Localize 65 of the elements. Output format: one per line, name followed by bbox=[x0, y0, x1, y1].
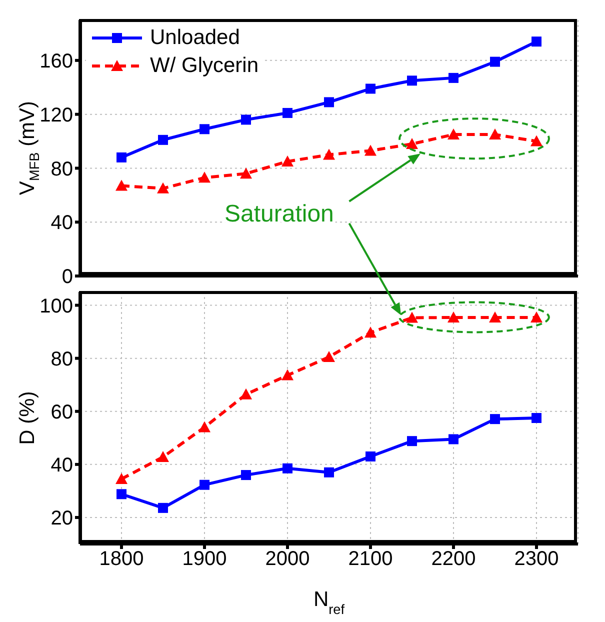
x-axis-title: N$_{ref}$ bbox=[313, 588, 345, 616]
point bbox=[116, 180, 128, 191]
legend-label: W/ Glycerin bbox=[150, 54, 259, 78]
y-tick-label: 40 bbox=[50, 212, 73, 234]
point bbox=[530, 135, 542, 146]
point bbox=[198, 172, 210, 183]
point bbox=[366, 84, 376, 94]
point bbox=[241, 470, 251, 480]
point bbox=[407, 436, 417, 446]
x-tick-label: 2000 bbox=[265, 548, 310, 570]
point bbox=[448, 311, 460, 322]
point bbox=[240, 388, 252, 400]
point bbox=[116, 489, 126, 500]
point bbox=[364, 144, 376, 156]
point bbox=[489, 128, 501, 140]
point bbox=[490, 56, 500, 67]
point bbox=[532, 413, 542, 423]
y-tick-label: 100 bbox=[40, 295, 73, 318]
y-tick-label: 40 bbox=[50, 454, 73, 477]
point bbox=[406, 312, 418, 323]
y-tick-label: 60 bbox=[50, 401, 73, 424]
x-tick-label: 2100 bbox=[348, 548, 393, 570]
y-tick-label: 160 bbox=[40, 50, 73, 73]
point bbox=[448, 128, 460, 140]
point bbox=[241, 114, 251, 125]
point bbox=[200, 124, 210, 134]
x-tick-label: 1900 bbox=[182, 548, 227, 570]
point bbox=[200, 480, 210, 490]
point bbox=[240, 168, 252, 179]
point bbox=[366, 451, 376, 462]
y-axis-title: D (%) bbox=[16, 391, 39, 445]
point bbox=[532, 36, 542, 47]
point bbox=[158, 134, 168, 145]
x-tick-label: 2300 bbox=[514, 548, 559, 570]
point bbox=[530, 311, 542, 322]
point bbox=[198, 421, 210, 432]
point bbox=[282, 155, 294, 166]
point bbox=[282, 369, 294, 380]
point bbox=[282, 463, 292, 474]
x-tick-label: 2200 bbox=[431, 548, 476, 570]
point bbox=[116, 473, 128, 484]
point bbox=[324, 97, 334, 108]
point bbox=[490, 414, 500, 424]
y-tick-label: 80 bbox=[50, 348, 73, 370]
y-tick-label: 20 bbox=[50, 508, 73, 530]
y-tick-label: 120 bbox=[40, 104, 73, 126]
point bbox=[324, 467, 334, 478]
point bbox=[448, 72, 458, 83]
y-tick-label: 80 bbox=[50, 158, 73, 180]
annotation: Saturation bbox=[224, 200, 334, 228]
point bbox=[364, 326, 376, 338]
point bbox=[323, 350, 335, 362]
point bbox=[323, 148, 335, 160]
y-tick-label: 0 bbox=[62, 266, 73, 288]
point bbox=[116, 152, 126, 162]
point bbox=[448, 434, 458, 444]
point bbox=[157, 182, 169, 194]
point bbox=[282, 108, 292, 118]
point bbox=[407, 76, 417, 86]
point bbox=[158, 502, 168, 513]
legend-label: Unloaded bbox=[150, 26, 240, 50]
x-tick-label: 1800 bbox=[99, 548, 144, 570]
point bbox=[157, 450, 169, 462]
point bbox=[406, 138, 418, 149]
point bbox=[489, 311, 501, 322]
